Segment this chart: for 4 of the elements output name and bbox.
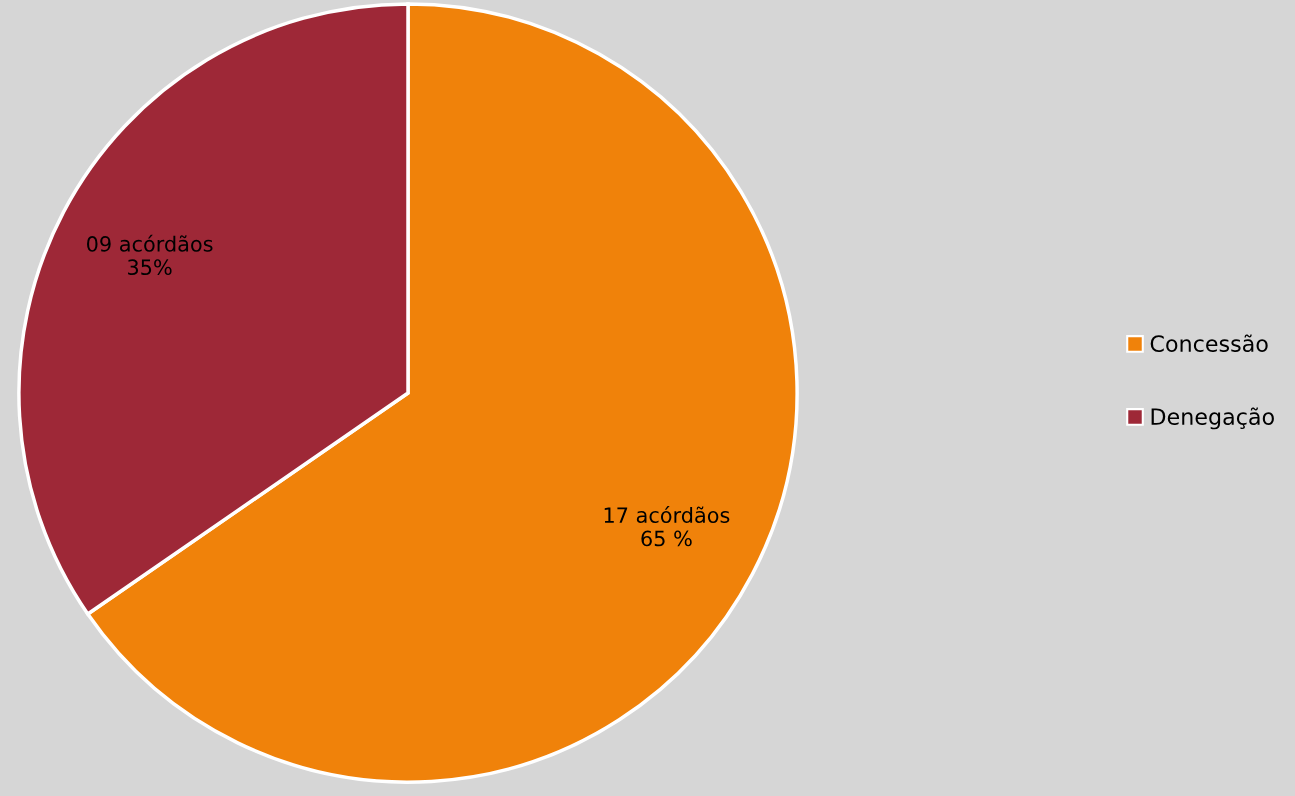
legend-label: Denegação: [1151, 407, 1274, 430]
data-label: 09 acórdãos 35%: [87, 234, 213, 276]
legend-label: Concessão: [1150, 334, 1268, 353]
data-label: 17 acórdãos 65 %: [604, 506, 730, 547]
